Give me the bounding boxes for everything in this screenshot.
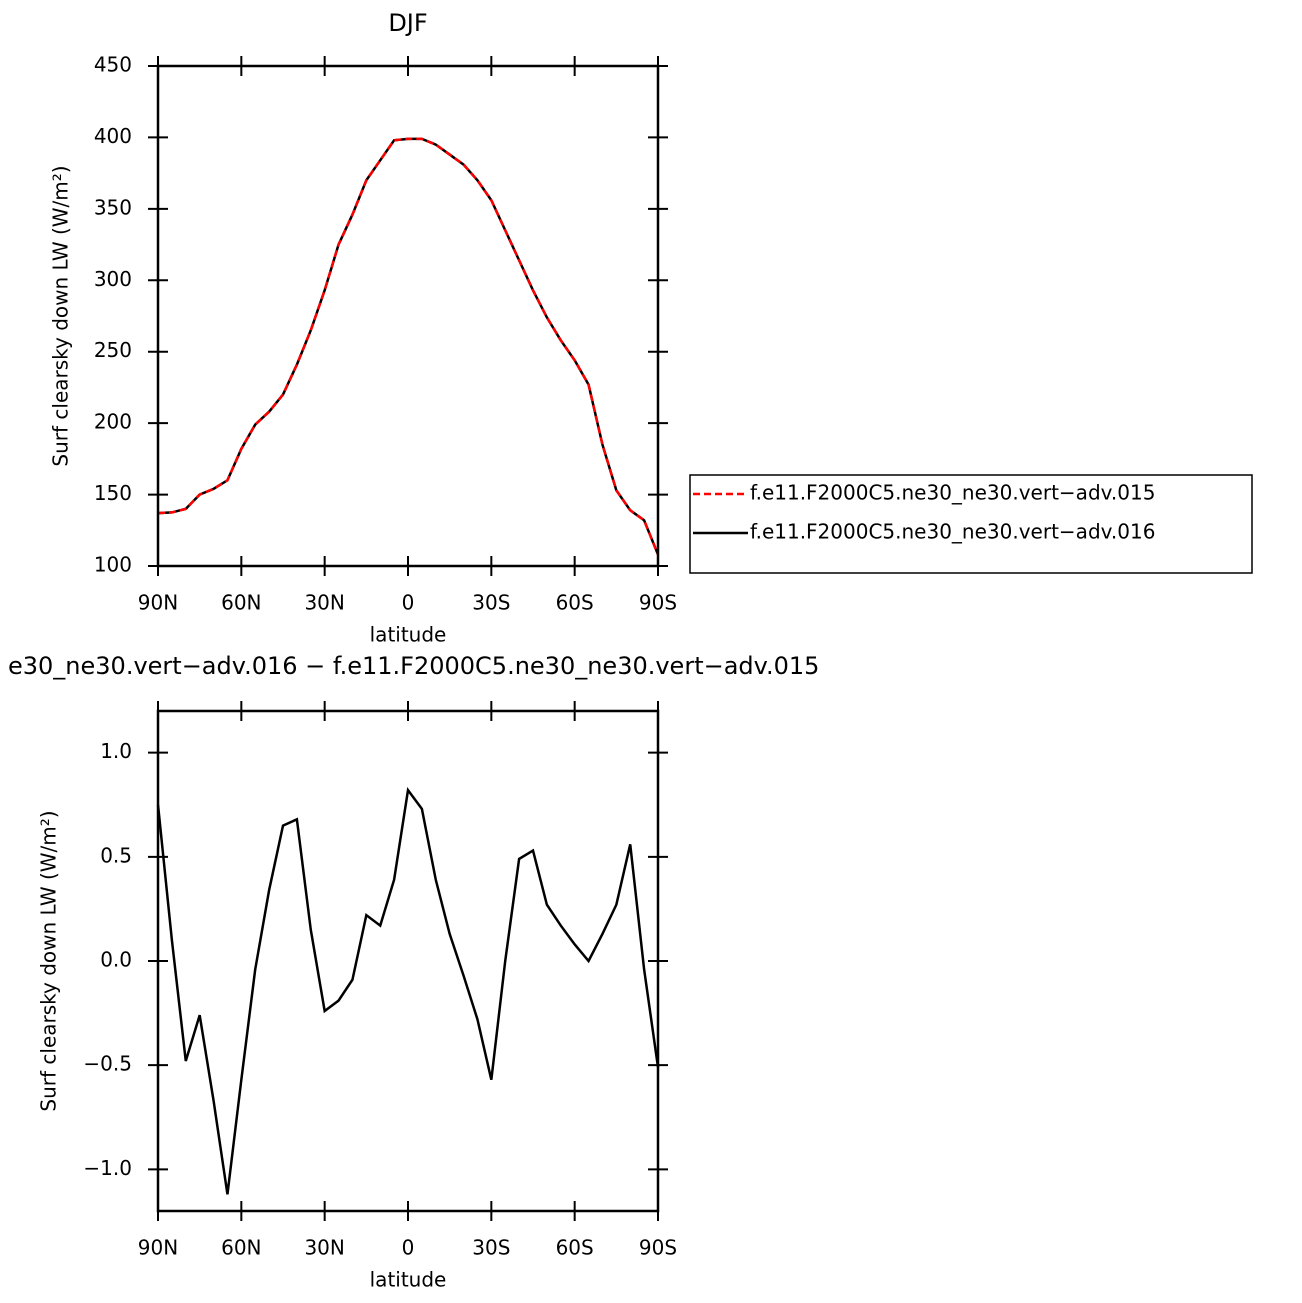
x-tick-label: 90N: [138, 591, 178, 615]
x-tick-label: 30S: [472, 1236, 510, 1260]
y-tick-label: 0.0: [100, 948, 132, 972]
x-tick-label: 90S: [639, 591, 677, 615]
y-tick-label: 0.5: [100, 843, 132, 867]
data-line: [156, 787, 660, 1195]
x-tick-label: 60S: [556, 1236, 594, 1260]
chart-title: e30_ne30.vert−adv.016 − f.e11.F2000C5.ne…: [8, 652, 819, 680]
legend-label: f.e11.F2000C5.ne30_ne30.vert−adv.016: [750, 520, 1155, 544]
y-tick-label: −1.0: [83, 1156, 132, 1180]
data-line: [157, 137, 660, 556]
x-tick-label: 30N: [304, 1236, 344, 1260]
y-tick-label: 300: [94, 267, 132, 291]
y-tick-label: 200: [94, 410, 132, 434]
data-line: [157, 137, 660, 556]
plot-frame: [156, 64, 660, 568]
y-tick-label: 100: [94, 553, 132, 577]
plot-frame: [156, 709, 660, 1213]
x-tick-label: 90S: [639, 1236, 677, 1260]
y-tick-label: 400: [94, 124, 132, 148]
x-tick-label: 30S: [472, 591, 510, 615]
y-tick-label: 450: [94, 53, 132, 77]
x-axis-label: latitude: [370, 1268, 447, 1292]
x-axis-label: latitude: [370, 623, 447, 647]
chart-title: DJF: [388, 9, 427, 37]
x-tick-label: 60N: [221, 591, 261, 615]
y-tick-label: 250: [94, 338, 132, 362]
y-axis-label: Surf clearsky down LW (W/m²): [37, 810, 61, 1111]
x-tick-label: 0: [402, 1236, 415, 1260]
x-tick-label: 30N: [304, 591, 344, 615]
y-tick-label: 350: [94, 195, 132, 219]
y-tick-label: 1.0: [100, 739, 132, 763]
y-tick-label: 150: [94, 481, 132, 505]
x-tick-label: 90N: [138, 1236, 178, 1260]
x-tick-label: 60N: [221, 1236, 261, 1260]
y-tick-label: −0.5: [83, 1052, 132, 1076]
legend-box: [689, 474, 1253, 574]
legend-label: f.e11.F2000C5.ne30_ne30.vert−adv.015: [750, 481, 1155, 505]
x-tick-label: 0: [402, 591, 415, 615]
y-axis-label: Surf clearsky down LW (W/m²): [49, 165, 73, 466]
x-tick-label: 60S: [556, 591, 594, 615]
